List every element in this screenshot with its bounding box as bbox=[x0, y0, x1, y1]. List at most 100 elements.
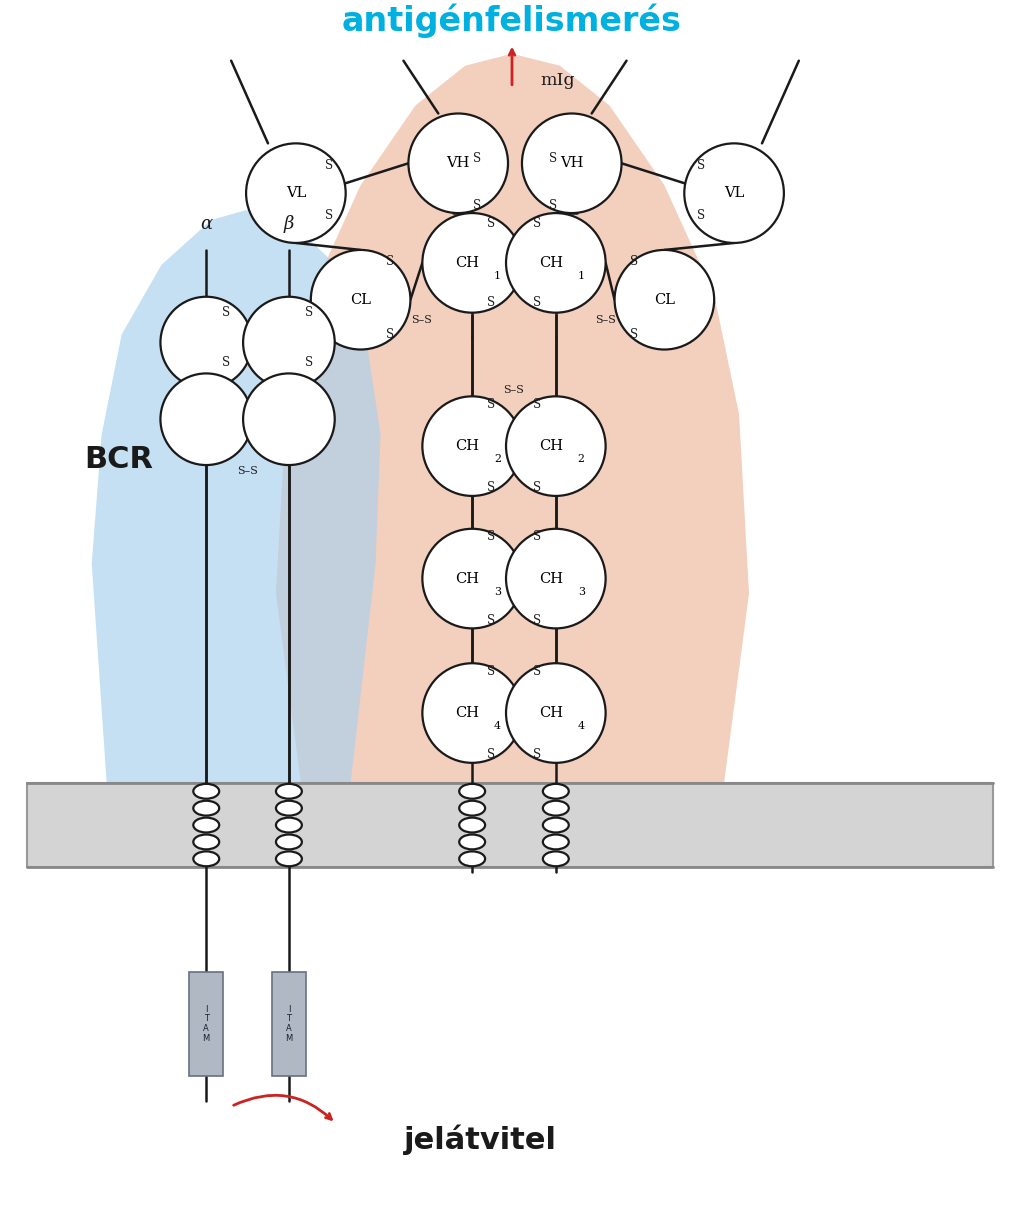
Ellipse shape bbox=[543, 834, 568, 849]
Text: VL: VL bbox=[724, 186, 744, 200]
Text: CL: CL bbox=[654, 293, 675, 306]
Circle shape bbox=[506, 213, 605, 312]
Ellipse shape bbox=[194, 834, 219, 849]
Circle shape bbox=[506, 664, 605, 763]
Text: I
T
A
M: I T A M bbox=[203, 1005, 210, 1043]
Ellipse shape bbox=[543, 851, 568, 866]
Text: S: S bbox=[305, 306, 313, 320]
Text: S: S bbox=[532, 530, 541, 544]
Text: S: S bbox=[305, 356, 313, 369]
Text: S–S: S–S bbox=[411, 315, 432, 325]
Polygon shape bbox=[92, 210, 381, 782]
Text: 3: 3 bbox=[494, 586, 501, 597]
Circle shape bbox=[506, 529, 605, 629]
Text: S: S bbox=[487, 614, 496, 627]
Text: S: S bbox=[487, 530, 496, 544]
Text: VH: VH bbox=[560, 156, 584, 171]
Ellipse shape bbox=[459, 800, 485, 815]
Text: CH: CH bbox=[456, 706, 479, 721]
Text: S: S bbox=[487, 217, 496, 230]
Text: BCR: BCR bbox=[84, 444, 153, 474]
Text: β: β bbox=[284, 216, 294, 233]
Text: S: S bbox=[487, 482, 496, 494]
Ellipse shape bbox=[543, 800, 568, 815]
Text: S: S bbox=[697, 159, 706, 172]
FancyBboxPatch shape bbox=[272, 972, 306, 1075]
Text: S: S bbox=[532, 482, 541, 494]
Text: VL: VL bbox=[286, 186, 306, 200]
Text: S: S bbox=[697, 208, 706, 222]
Circle shape bbox=[614, 249, 714, 350]
Text: S: S bbox=[386, 256, 394, 269]
Text: S: S bbox=[532, 217, 541, 230]
Ellipse shape bbox=[194, 817, 219, 832]
Circle shape bbox=[684, 143, 784, 243]
Text: S: S bbox=[325, 159, 333, 172]
Circle shape bbox=[243, 373, 335, 465]
Text: S: S bbox=[487, 665, 496, 678]
Circle shape bbox=[161, 297, 252, 389]
Text: 2: 2 bbox=[578, 454, 585, 464]
Text: S: S bbox=[487, 297, 496, 309]
Ellipse shape bbox=[543, 817, 568, 832]
Text: S: S bbox=[386, 328, 394, 342]
Circle shape bbox=[422, 213, 522, 312]
Text: 4: 4 bbox=[578, 721, 585, 731]
Text: S: S bbox=[549, 151, 557, 165]
Ellipse shape bbox=[194, 800, 219, 815]
Text: S: S bbox=[487, 397, 496, 411]
Text: CH: CH bbox=[456, 440, 479, 453]
Text: S: S bbox=[532, 397, 541, 411]
Text: S: S bbox=[487, 748, 496, 762]
Text: 1: 1 bbox=[494, 271, 501, 281]
Text: S: S bbox=[473, 199, 481, 212]
Polygon shape bbox=[275, 53, 749, 782]
Circle shape bbox=[422, 529, 522, 629]
Text: α: α bbox=[200, 216, 212, 233]
Text: S: S bbox=[222, 356, 230, 369]
Text: CH: CH bbox=[539, 256, 563, 270]
Text: S: S bbox=[473, 151, 481, 165]
Ellipse shape bbox=[194, 851, 219, 866]
Text: CH: CH bbox=[456, 256, 479, 270]
Text: S: S bbox=[222, 306, 230, 320]
Text: jelátvitel: jelátvitel bbox=[403, 1124, 557, 1154]
Circle shape bbox=[243, 297, 335, 389]
Text: CH: CH bbox=[539, 572, 563, 586]
Ellipse shape bbox=[275, 800, 302, 815]
Text: S: S bbox=[631, 256, 639, 269]
Circle shape bbox=[422, 396, 522, 497]
Text: S: S bbox=[549, 199, 557, 212]
Ellipse shape bbox=[459, 851, 485, 866]
Text: antigénfelismerés: antigénfelismerés bbox=[342, 4, 682, 38]
Text: CH: CH bbox=[539, 706, 563, 721]
Text: S–S: S–S bbox=[504, 385, 524, 395]
Text: I
T
A
M: I T A M bbox=[286, 1005, 293, 1043]
Circle shape bbox=[422, 664, 522, 763]
Ellipse shape bbox=[543, 784, 568, 799]
Text: S: S bbox=[532, 297, 541, 309]
Ellipse shape bbox=[459, 834, 485, 849]
Circle shape bbox=[506, 396, 605, 497]
Ellipse shape bbox=[275, 784, 302, 799]
Circle shape bbox=[409, 114, 508, 213]
Text: 1: 1 bbox=[578, 271, 585, 281]
Text: CL: CL bbox=[350, 293, 371, 306]
Text: 3: 3 bbox=[578, 586, 585, 597]
Text: CH: CH bbox=[539, 440, 563, 453]
Text: 2: 2 bbox=[494, 454, 501, 464]
Circle shape bbox=[522, 114, 622, 213]
FancyBboxPatch shape bbox=[27, 782, 993, 867]
Circle shape bbox=[161, 373, 252, 465]
Ellipse shape bbox=[275, 851, 302, 866]
Text: CH: CH bbox=[456, 572, 479, 586]
Circle shape bbox=[311, 249, 411, 350]
Ellipse shape bbox=[275, 817, 302, 832]
Circle shape bbox=[246, 143, 346, 243]
Text: 4: 4 bbox=[494, 721, 501, 731]
Text: VH: VH bbox=[446, 156, 470, 171]
Text: mIg: mIg bbox=[541, 73, 575, 90]
Text: S–S: S–S bbox=[595, 315, 615, 325]
Ellipse shape bbox=[459, 784, 485, 799]
Text: S: S bbox=[325, 208, 333, 222]
